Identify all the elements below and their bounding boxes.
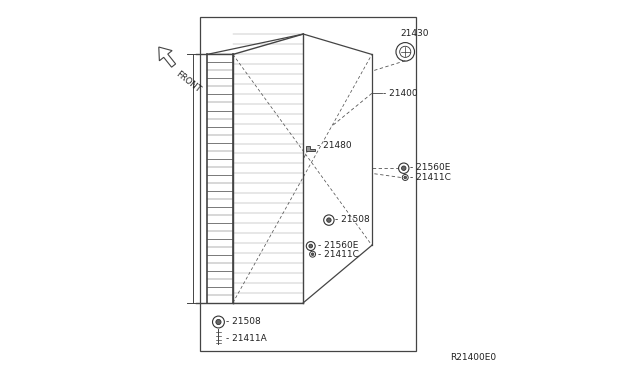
Text: - 21560E: - 21560E xyxy=(410,163,451,172)
Circle shape xyxy=(216,320,221,325)
Text: FRONT: FRONT xyxy=(173,69,202,94)
Circle shape xyxy=(326,218,331,222)
Circle shape xyxy=(212,316,225,328)
Text: - 21400: - 21400 xyxy=(383,89,418,98)
Text: - 21508: - 21508 xyxy=(335,215,370,224)
Text: - 21411C: - 21411C xyxy=(410,173,451,182)
Circle shape xyxy=(399,163,409,173)
Bar xyxy=(200,17,417,351)
Text: - 21508: - 21508 xyxy=(226,317,260,326)
Circle shape xyxy=(401,166,406,170)
Circle shape xyxy=(324,215,334,225)
Circle shape xyxy=(307,241,315,250)
Text: - 21411C: - 21411C xyxy=(318,250,358,259)
Circle shape xyxy=(404,176,406,179)
Text: R21400E0: R21400E0 xyxy=(450,353,496,362)
Circle shape xyxy=(403,174,408,180)
Circle shape xyxy=(311,253,314,256)
Text: - 21411A: - 21411A xyxy=(226,334,267,343)
Text: 21430: 21430 xyxy=(401,29,429,38)
Polygon shape xyxy=(159,47,175,67)
Polygon shape xyxy=(306,146,315,151)
Circle shape xyxy=(309,244,312,248)
Text: - 21480: - 21480 xyxy=(317,141,351,150)
Text: - 21560E: - 21560E xyxy=(318,241,358,250)
Circle shape xyxy=(310,251,316,257)
